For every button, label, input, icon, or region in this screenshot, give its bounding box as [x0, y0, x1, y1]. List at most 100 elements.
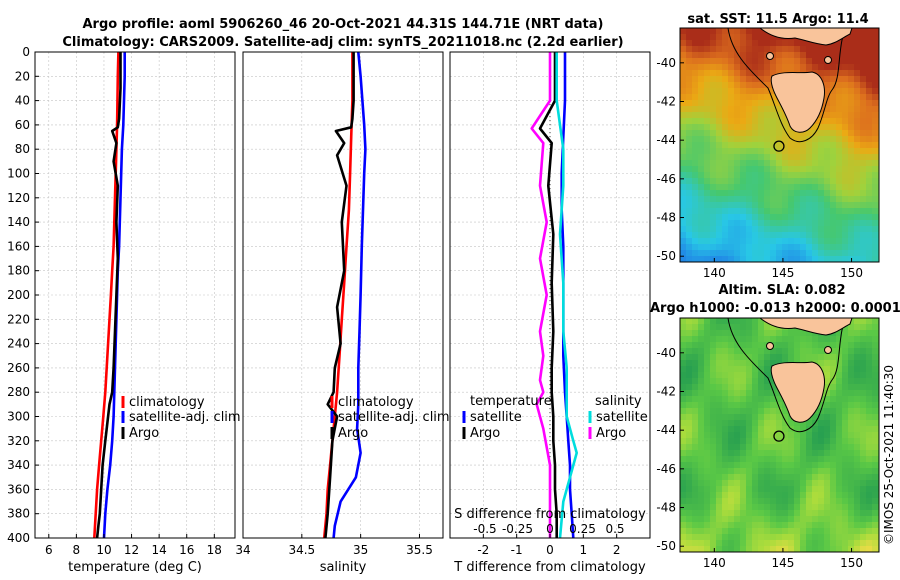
sla-heatmap-cell — [704, 522, 711, 529]
sst-heatmap-cell — [818, 148, 825, 155]
sla-heatmap-cell — [806, 534, 813, 541]
sst-heatmap-cell — [788, 208, 795, 215]
sla-heatmap-cell — [836, 480, 843, 487]
sst-heatmap-cell — [752, 196, 759, 203]
sst-heatmap-cell — [734, 52, 741, 59]
sst-heatmap-cell — [836, 118, 843, 125]
sla-heatmap-cell — [728, 372, 735, 379]
sst-heatmap-cell — [866, 106, 873, 113]
sla-heatmap-cell — [866, 318, 873, 325]
sla-heatmap-cell — [830, 438, 837, 445]
sla-heatmap-cell — [854, 546, 861, 552]
sst-heatmap-cell — [836, 172, 843, 179]
sla-heatmap-cell — [776, 342, 783, 349]
sla-heatmap-cell — [686, 486, 693, 493]
sst-heatmap-cell — [746, 142, 753, 149]
sla-heatmap-cell — [842, 522, 849, 529]
sla-heatmap-cell — [872, 414, 879, 421]
sla-heatmap-cell — [734, 456, 741, 463]
sst-heatmap-cell — [680, 184, 687, 191]
sst-heatmap-cell — [866, 238, 873, 245]
sla-heatmap-cell — [800, 498, 807, 505]
sla-heatmap-cell — [848, 390, 855, 397]
sla-heatmap-cell — [830, 450, 837, 457]
sst-heatmap-cell — [788, 256, 795, 262]
sla-heatmap-cell — [764, 510, 771, 517]
sst-heatmap-cell — [836, 94, 843, 101]
sla-heatmap-cell — [866, 324, 873, 331]
sla-heatmap-cell — [686, 510, 693, 517]
legend-satellite-label: satellite-adj. clim — [338, 410, 450, 425]
sla-heatmap-cell — [740, 492, 747, 499]
sst-heatmap-cell — [704, 214, 711, 221]
sla-heatmap-cell — [764, 546, 771, 552]
sst-heatmap-cell — [728, 166, 735, 173]
sst-heatmap-cell — [710, 214, 717, 221]
sla-heatmap-cell — [740, 480, 747, 487]
sla-heatmap-cell — [806, 516, 813, 523]
sst-heatmap-cell — [686, 172, 693, 179]
sst-heatmap-cell — [722, 166, 729, 173]
sst-heatmap-cell — [680, 256, 687, 262]
lat-tick-label: -48 — [656, 211, 676, 225]
sst-heatmap-cell — [776, 58, 783, 65]
sla-heatmap-cell — [770, 540, 777, 547]
sst-heatmap-cell — [842, 160, 849, 167]
sla-heatmap-cell — [800, 492, 807, 499]
sla-heatmap-cell — [830, 408, 837, 415]
sst-heatmap-cell — [758, 136, 765, 143]
sla-heatmap-cell — [692, 414, 699, 421]
sla-heatmap-cell — [836, 510, 843, 517]
sla-heatmap-cell — [734, 438, 741, 445]
sla-heatmap-cell — [812, 462, 819, 469]
sst-heatmap-cell — [866, 70, 873, 77]
sst-mainland-land — [759, 28, 853, 46]
x-tick-label: 35.5 — [406, 543, 433, 557]
sla-heatmap-cell — [824, 492, 831, 499]
sla-heatmap-cell — [824, 450, 831, 457]
sst-heatmap-cell — [728, 46, 735, 53]
sla-heatmap-cell — [698, 366, 705, 373]
sst-heatmap-cell — [716, 124, 723, 131]
sst-map-frame — [679, 27, 880, 263]
sla-heatmap-cell — [818, 540, 825, 547]
sst-heatmap-cell — [860, 214, 867, 221]
sla-heatmap-cell — [812, 492, 819, 499]
difference-top-xlabel: S difference from climatology — [454, 507, 646, 522]
sla-heatmap-cell — [770, 498, 777, 505]
lat-tick-label: -46 — [656, 172, 676, 186]
sst-heatmap-cell — [818, 256, 825, 262]
sst-heatmap-cell — [776, 130, 783, 137]
sla-heatmap-cell — [836, 438, 843, 445]
sst-heatmap-cell — [680, 178, 687, 185]
sla-heatmap-cell — [710, 366, 717, 373]
sla-heatmap-cell — [818, 534, 825, 541]
sst-heatmap-cell — [686, 34, 693, 41]
sst-heatmap-cell — [782, 208, 789, 215]
sst-heatmap-cell — [812, 52, 819, 59]
sla-heatmap-cell — [866, 522, 873, 529]
sla-heatmap-cell — [680, 546, 687, 552]
sla-heatmap-cell — [758, 510, 765, 517]
sst-heatmap-cell — [716, 172, 723, 179]
lat-tick-label: -46 — [656, 462, 676, 476]
sla-heatmap-cell — [812, 498, 819, 505]
sst-heatmap-cell — [854, 70, 861, 77]
sla-heatmap-cell — [746, 504, 753, 511]
sla-heatmap-cell — [842, 474, 849, 481]
sla-heatmap-cell — [710, 324, 717, 331]
sst-heatmap-cell — [770, 112, 777, 119]
sla-heatmap-cell — [770, 396, 777, 403]
sla-heatmap-cell — [686, 504, 693, 511]
sst-heatmap-cell — [770, 124, 777, 131]
sla-heatmap-cell — [806, 498, 813, 505]
sla-heatmap-cell — [794, 498, 801, 505]
sst-heatmap-cell — [854, 58, 861, 65]
sla-heatmap-cell — [716, 462, 723, 469]
sst-heatmap-cell — [782, 166, 789, 173]
sla-heatmap-cell — [824, 504, 831, 511]
sst-heatmap-cell — [680, 190, 687, 197]
sla-heatmap-cell — [812, 486, 819, 493]
sst-heatmap-cell — [692, 94, 699, 101]
sst-heatmap-cell — [824, 118, 831, 125]
